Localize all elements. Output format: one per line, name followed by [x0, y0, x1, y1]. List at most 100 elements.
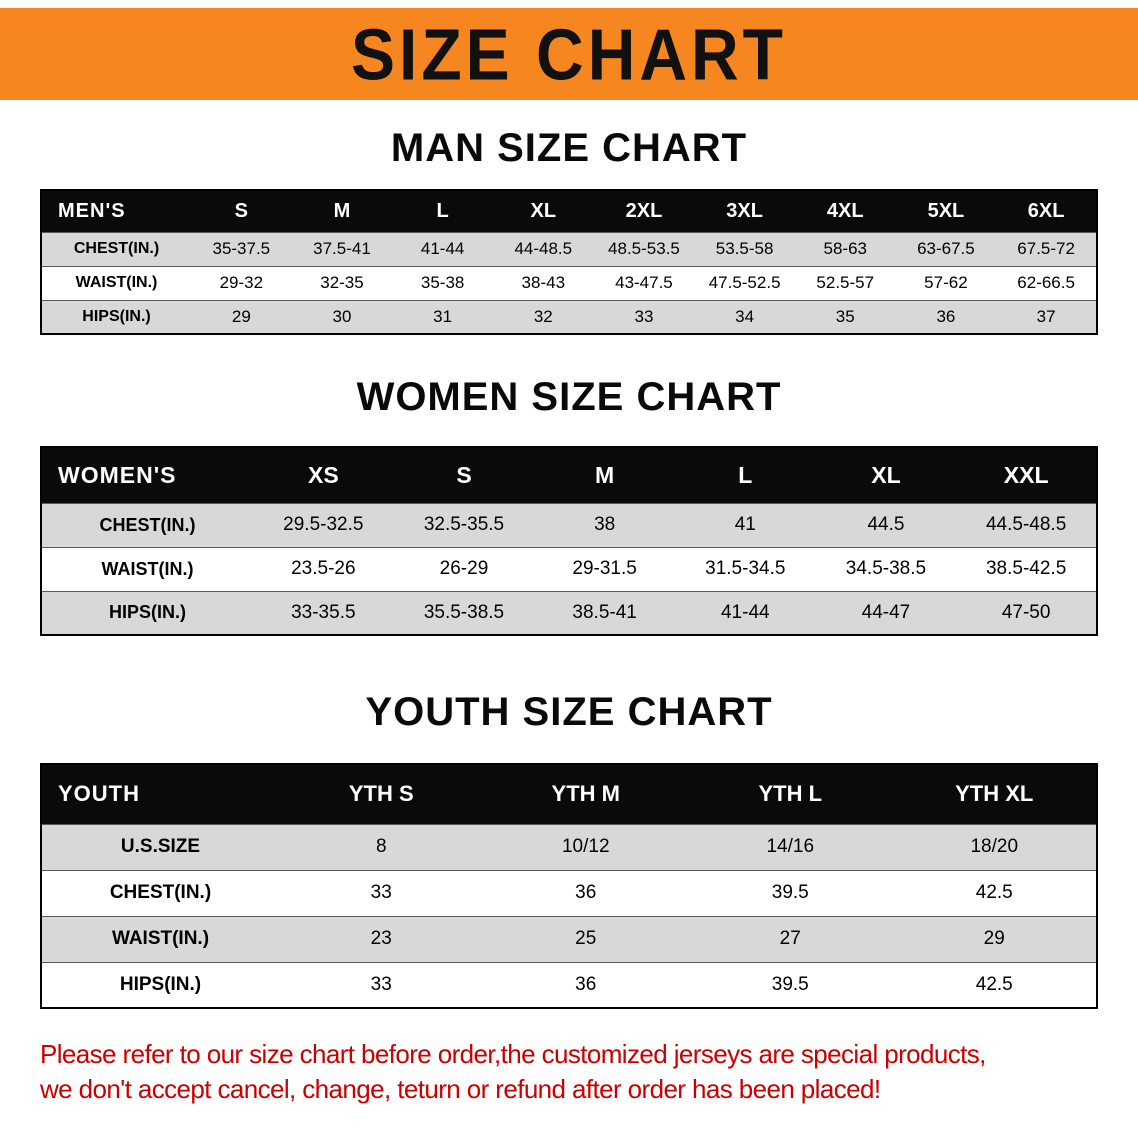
value-cell: 35-37.5	[212, 239, 271, 258]
table-row-chest-in: CHEST(IN.) 29.5-32.5 32.5-35.5 38 41 44.5 44.5…	[41, 503, 1097, 547]
value-cell: 39.5	[771, 973, 809, 995]
value-cell: 57-62	[924, 273, 968, 292]
value-cell: 14/16	[766, 836, 815, 857]
column-header-5xl: 5XL	[895, 190, 997, 232]
row-label: HIPS(IN.)	[119, 973, 202, 995]
value-cell: 41-44	[420, 239, 465, 258]
value-cell: 42.5	[975, 973, 1013, 995]
value-cell: 37	[1036, 306, 1056, 326]
value-cell: 38-43	[521, 273, 566, 292]
section-heading-man-size-chart: MAN SIZE CHART	[390, 126, 748, 170]
value-cell: 32	[533, 306, 553, 326]
value-cell: 67.5-72	[1017, 239, 1075, 258]
value-cell: 36	[936, 306, 956, 326]
section-women-size-chart: WOMEN SIZE CHART WOMEN'S XS S M L XL XXL CHEST(I…	[0, 375, 1138, 636]
column-header-yth-m: YTH M	[483, 764, 688, 824]
size-chart-sections: MAN SIZE CHART MEN'S S M L XL 2XL 3XL 4XL 5XL 6XL C…	[0, 126, 1138, 1009]
table-corner-label: YOUTH	[41, 764, 279, 824]
banner: SIZE CHART	[0, 8, 1138, 100]
value-cell: 32-35	[320, 273, 364, 292]
size-chart-graphic: SIZE CHART MAN SIZE CHART MEN'S S M L XL 2XL 3X…	[0, 8, 1138, 1140]
value-cell: 36	[575, 973, 597, 995]
value-cell: 41	[734, 514, 756, 535]
value-cell: 23.5-26	[291, 558, 356, 579]
value-cell: 37.5-41	[313, 239, 371, 258]
column-header-yth-s: YTH S	[279, 764, 484, 824]
value-cell: 44.5	[867, 514, 905, 535]
disclaimer-line-2: we don't accept cancel, change, teturn o…	[40, 1074, 881, 1105]
column-header-xxl: XXL	[956, 447, 1097, 503]
disclaimer-line-1: Please refer to our size chart before or…	[40, 1039, 986, 1069]
table-header-row: WOMEN'S XS S M L XL XXL	[41, 447, 1097, 503]
value-cell: 47-50	[1001, 601, 1051, 623]
table-header-row: MEN'S S M L XL 2XL 3XL 4XL 5XL 6XL	[41, 190, 1097, 232]
column-header-xs: XS	[253, 447, 394, 503]
row-label: U.S.SIZE	[120, 836, 201, 857]
value-cell: 35-38	[420, 273, 465, 292]
column-header-l: L	[392, 190, 493, 232]
value-cell: 44-48.5	[514, 239, 573, 258]
table-row-hips-in: HIPS(IN.) 29 30 31 32 33 34 35 36 37	[41, 300, 1097, 334]
value-cell: 30	[332, 306, 352, 326]
column-header-xl: XL	[815, 447, 957, 503]
value-cell: 31	[433, 306, 453, 326]
value-cell: 25	[575, 928, 597, 949]
value-cell: 10/12	[561, 836, 610, 857]
size-table-youth: YOUTH YTH S YTH M YTH L YTH XL U.S.SIZE 8 10/12…	[40, 763, 1098, 1009]
value-cell: 47.5-52.5	[708, 273, 781, 292]
value-cell: 33	[370, 882, 392, 903]
table-row-chest-in: CHEST(IN.) 35-37.5 37.5-41 41-44 44-48.5 48.5…	[41, 232, 1097, 266]
column-header-s: S	[191, 190, 292, 232]
table-header-row: YOUTH YTH S YTH M YTH L YTH XL	[41, 764, 1097, 824]
value-cell: 35.5-38.5	[423, 601, 505, 623]
table-row-waist-in: WAIST(IN.) 23.5-26 26-29 29-31.5 31.5-34.5 34…	[41, 547, 1097, 591]
value-cell: 42.5	[975, 882, 1013, 903]
value-cell: 41-44	[720, 601, 770, 623]
value-cell: 34	[735, 306, 755, 326]
value-cell: 26-29	[439, 558, 489, 579]
value-cell: 38	[594, 514, 616, 535]
value-cell: 33-35.5	[291, 601, 356, 623]
column-header-3xl: 3XL	[694, 190, 795, 232]
value-cell: 62-66.5	[1017, 273, 1075, 292]
value-cell: 33	[370, 973, 392, 995]
value-cell: 35	[835, 306, 855, 326]
table-row-chest-in: CHEST(IN.) 33 36 39.5 42.5	[41, 870, 1097, 916]
column-header-xl: XL	[492, 190, 594, 232]
section-heading-women-size-chart: WOMEN SIZE CHART	[356, 375, 782, 419]
table-row-hips-in: HIPS(IN.) 33-35.5 35.5-38.5 38.5-41 41-44 44-…	[41, 591, 1097, 635]
column-header-2xl: 2XL	[593, 190, 695, 232]
column-header-6xl: 6XL	[996, 190, 1097, 232]
value-cell: 38.5-42.5	[985, 558, 1067, 579]
row-label: HIPS(IN.)	[82, 307, 151, 325]
column-header-yth-l: YTH L	[688, 764, 893, 824]
value-cell: 48.5-53.5	[608, 239, 680, 258]
row-label: CHEST(IN.)	[99, 514, 196, 535]
value-cell: 29	[231, 306, 251, 326]
value-cell: 38.5-41	[572, 601, 637, 623]
column-header-m: M	[534, 447, 675, 503]
row-label: WAIST(IN.)	[75, 274, 158, 291]
value-cell: 29-31.5	[572, 558, 637, 579]
column-header-4xl: 4XL	[794, 190, 896, 232]
row-label: CHEST(IN.)	[73, 240, 160, 257]
value-cell: 8	[375, 836, 387, 857]
value-cell: 43-47.5	[615, 273, 673, 292]
value-cell: 29-32	[219, 273, 264, 292]
table-corner-label: MEN'S	[41, 190, 191, 232]
value-cell: 29	[983, 928, 1005, 949]
page-title: SIZE CHART	[351, 13, 787, 95]
size-table-men-s: MEN'S S M L XL 2XL 3XL 4XL 5XL 6XL CHEST(IN.) 35-37…	[40, 189, 1098, 335]
section-youth-size-chart: YOUTH SIZE CHART YOUTH YTH S YTH M YTH L YTH …	[0, 690, 1138, 1009]
size-table-women-s: WOMEN'S XS S M L XL XXL CHEST(IN.) 29.5-32.5 32.5…	[40, 446, 1098, 636]
disclaimer: Please refer to our size chart before or…	[0, 1037, 1138, 1107]
column-header-l: L	[674, 447, 816, 503]
table-row-waist-in: WAIST(IN.) 23 25 27 29	[41, 916, 1097, 962]
value-cell: 18/20	[970, 836, 1019, 857]
value-cell: 32.5-35.5	[423, 514, 505, 535]
row-label: WAIST(IN.)	[111, 928, 210, 949]
column-header-yth-xl: YTH XL	[892, 764, 1097, 824]
value-cell: 34.5-38.5	[845, 558, 927, 579]
value-cell: 44-47	[861, 601, 911, 623]
value-cell: 44.5-48.5	[985, 514, 1067, 535]
